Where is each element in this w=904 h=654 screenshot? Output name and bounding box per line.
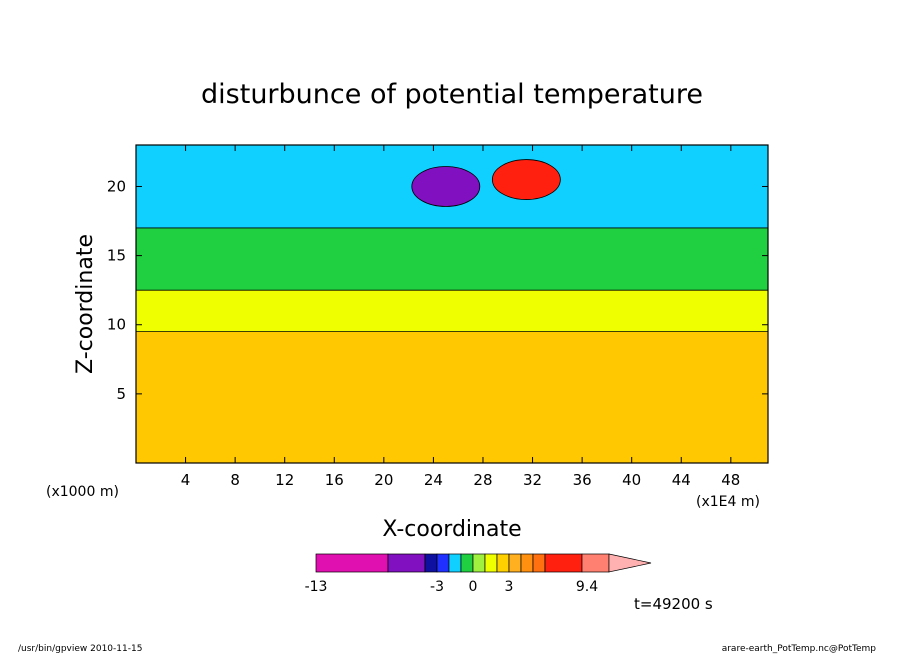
- colorbar-label: 3: [505, 579, 514, 595]
- colorbar-cell: [484, 553, 498, 573]
- colorbar-label: -13: [305, 579, 328, 595]
- contour-field: [136, 145, 768, 463]
- colorbar-arrow: [608, 553, 652, 573]
- colorbar-cell: [387, 553, 426, 573]
- colorbar-cell: [496, 553, 510, 573]
- colorbar-cell: [581, 553, 610, 573]
- x-tick-label: 28: [473, 471, 492, 489]
- y-unit-label: (x1000 m): [46, 484, 119, 500]
- plot-area: [136, 145, 768, 463]
- y-tick-label: 10: [107, 316, 126, 334]
- x-tick-label: 24: [424, 471, 443, 489]
- colorbar-label: -3: [430, 579, 444, 595]
- field-band-3: [136, 227, 768, 291]
- colorbar-cell: [448, 553, 462, 573]
- x-tick-label: 20: [374, 471, 393, 489]
- colorbar-cell: [520, 553, 534, 573]
- extremum-1: [411, 166, 481, 207]
- plot-frame: [135, 144, 769, 464]
- x-tick-label: 44: [672, 471, 691, 489]
- x-tick-label: 36: [573, 471, 592, 489]
- x-tick-label: 12: [275, 471, 294, 489]
- colorbar-cell: [544, 553, 583, 573]
- x-tick-label: 40: [622, 471, 641, 489]
- y-axis-label: Z-coordinate: [73, 234, 98, 374]
- chart-title: disturbunce of potential temperature: [201, 79, 703, 110]
- colorbar-cell: [315, 553, 389, 573]
- x-tick-label: 16: [325, 471, 344, 489]
- colorbar-label: 9.4: [576, 579, 598, 595]
- y-tick-label: 15: [107, 247, 126, 265]
- footer-left: /usr/bin/gpview 2010-11-15: [18, 644, 142, 654]
- x-tick-label: 32: [523, 471, 542, 489]
- field-band-2: [136, 290, 768, 332]
- x-tick-label: 8: [230, 471, 240, 489]
- colorbar-cell: [532, 553, 546, 573]
- colorbar-cell: [472, 553, 486, 573]
- extremum-2: [491, 159, 561, 200]
- colorbar-cell: [460, 553, 474, 573]
- colorbar: -13 -3 0 3 9.4: [305, 553, 652, 595]
- footer-right: arare-earth_PotTemp.nc@PotTemp: [722, 644, 877, 654]
- x-axis-label: X-coordinate: [382, 517, 521, 542]
- y-axis: 5 10 15 20: [107, 177, 768, 403]
- field-band-1: [136, 331, 768, 463]
- colorbar-label: 0: [469, 579, 478, 595]
- colorbar-cell: [436, 553, 450, 573]
- time-label: t=49200 s: [634, 595, 713, 613]
- colorbar-cell: [424, 553, 438, 573]
- x-axis: 4 8 12 16 20 24 28 32 36 40 44 48: [181, 145, 740, 489]
- y-tick-label: 5: [116, 385, 126, 403]
- x-tick-label: 48: [721, 471, 740, 489]
- colorbar-cell: [508, 553, 522, 573]
- x-unit-label: (x1E4 m): [696, 494, 760, 510]
- x-tick-label: 4: [181, 471, 191, 489]
- y-tick-label: 20: [107, 177, 126, 195]
